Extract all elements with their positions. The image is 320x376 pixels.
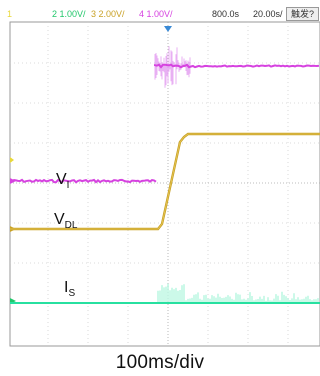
timebase-caption: 100ms/div <box>115 352 205 373</box>
trace-vdl-highlight <box>10 133 320 230</box>
trace-label-vi: VI <box>56 171 69 191</box>
scope-status-bar: 1 2 1.00V/ 3 2.00V/ 4 1.00V/ 800.0s 20.0… <box>0 0 320 22</box>
oscilloscope-display: VI VDL IS <box>9 21 320 347</box>
run-mode-button[interactable]: 触发? <box>286 7 320 21</box>
timebase-readout[interactable]: 20.00s/ <box>253 9 283 19</box>
channel-2-scale[interactable]: 2 1.00V/ <box>52 9 86 19</box>
trace-label-vdl: VDL <box>54 211 78 231</box>
channel-1-indicator[interactable]: 1 <box>7 9 13 19</box>
trigger-delay-readout[interactable]: 800.0s <box>212 9 240 19</box>
ch1-ground-marker-icon <box>10 157 14 163</box>
trace-label-is: IS <box>64 279 75 299</box>
channel-4-scale[interactable]: 4 1.00V/ <box>139 9 173 19</box>
channel-3-scale[interactable]: 3 2.00V/ <box>91 9 125 19</box>
trace-is <box>10 283 320 304</box>
trigger-marker-icon[interactable] <box>164 26 172 32</box>
trace-vi <box>9 46 320 184</box>
